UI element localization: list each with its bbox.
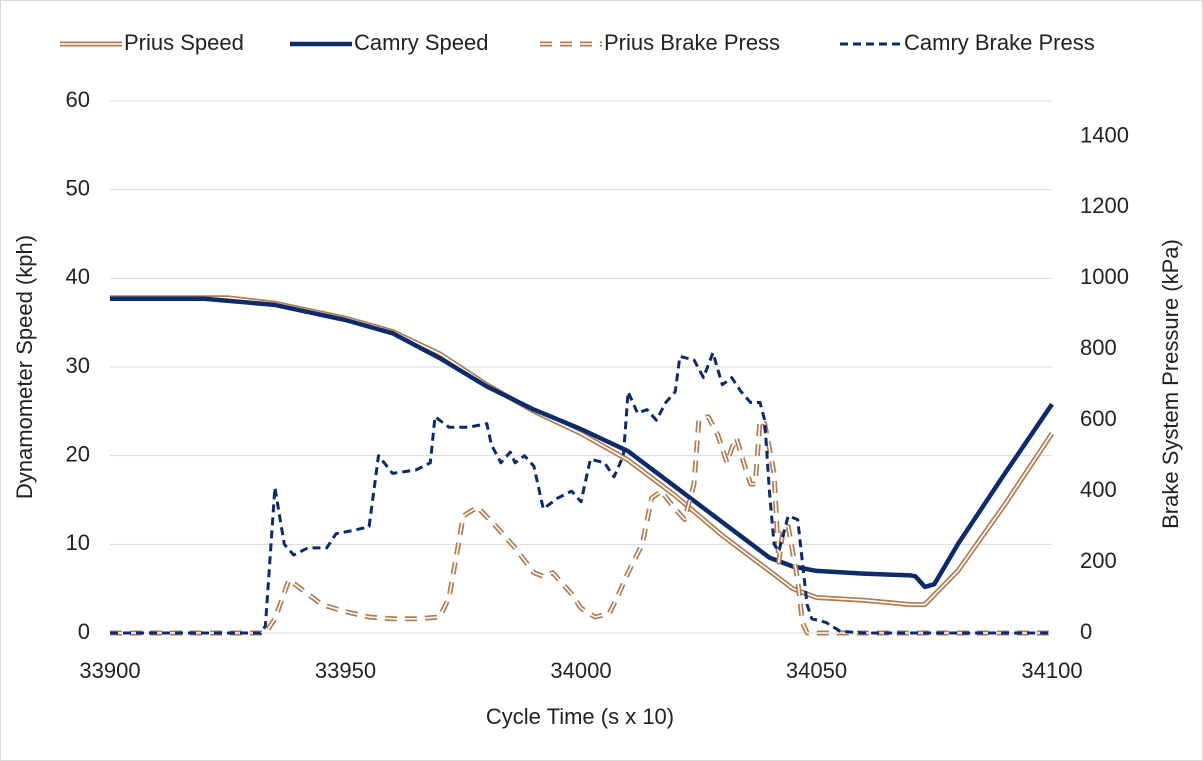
- y2-tick-label: 400: [1080, 477, 1117, 502]
- series-line-inner: [110, 415, 1052, 634]
- y2-tick-label: 1400: [1080, 122, 1129, 147]
- y-tick-label: 0: [78, 619, 90, 644]
- legend-label: Camry Speed: [354, 30, 489, 55]
- y2-tick-label: 1200: [1080, 193, 1129, 218]
- x-tick-label: 33950: [315, 658, 376, 683]
- x-tick-label: 34000: [550, 658, 611, 683]
- x-tick-label: 34100: [1021, 658, 1082, 683]
- legend-label: Camry Brake Press: [904, 30, 1095, 55]
- y2-axis-title: Brake System Pressure (kPa): [1158, 239, 1183, 529]
- y-tick-label: 40: [66, 264, 90, 289]
- x-tick-label: 34050: [786, 658, 847, 683]
- y-tick-label: 10: [66, 530, 90, 555]
- y2-tick-label: 800: [1080, 335, 1117, 360]
- y2-tick-label: 200: [1080, 548, 1117, 573]
- x-axis-title: Cycle Time (s x 10): [486, 704, 674, 729]
- legend-label: Prius Speed: [124, 30, 244, 55]
- series-line: [110, 296, 1054, 590]
- y-tick-label: 20: [66, 441, 90, 466]
- x-tick-label: 33900: [79, 658, 140, 683]
- y-axis-title: Dynamometer Speed (kph): [12, 235, 37, 499]
- legend-label: Prius Brake Press: [604, 30, 780, 55]
- y-tick-label: 30: [66, 353, 90, 378]
- y-tick-label: 50: [66, 175, 90, 200]
- series-line: [110, 351, 1052, 635]
- y2-tick-label: 0: [1080, 619, 1092, 644]
- y2-tick-label: 600: [1080, 406, 1117, 431]
- y2-tick-label: 1000: [1080, 264, 1129, 289]
- y-tick-label: 60: [66, 87, 90, 112]
